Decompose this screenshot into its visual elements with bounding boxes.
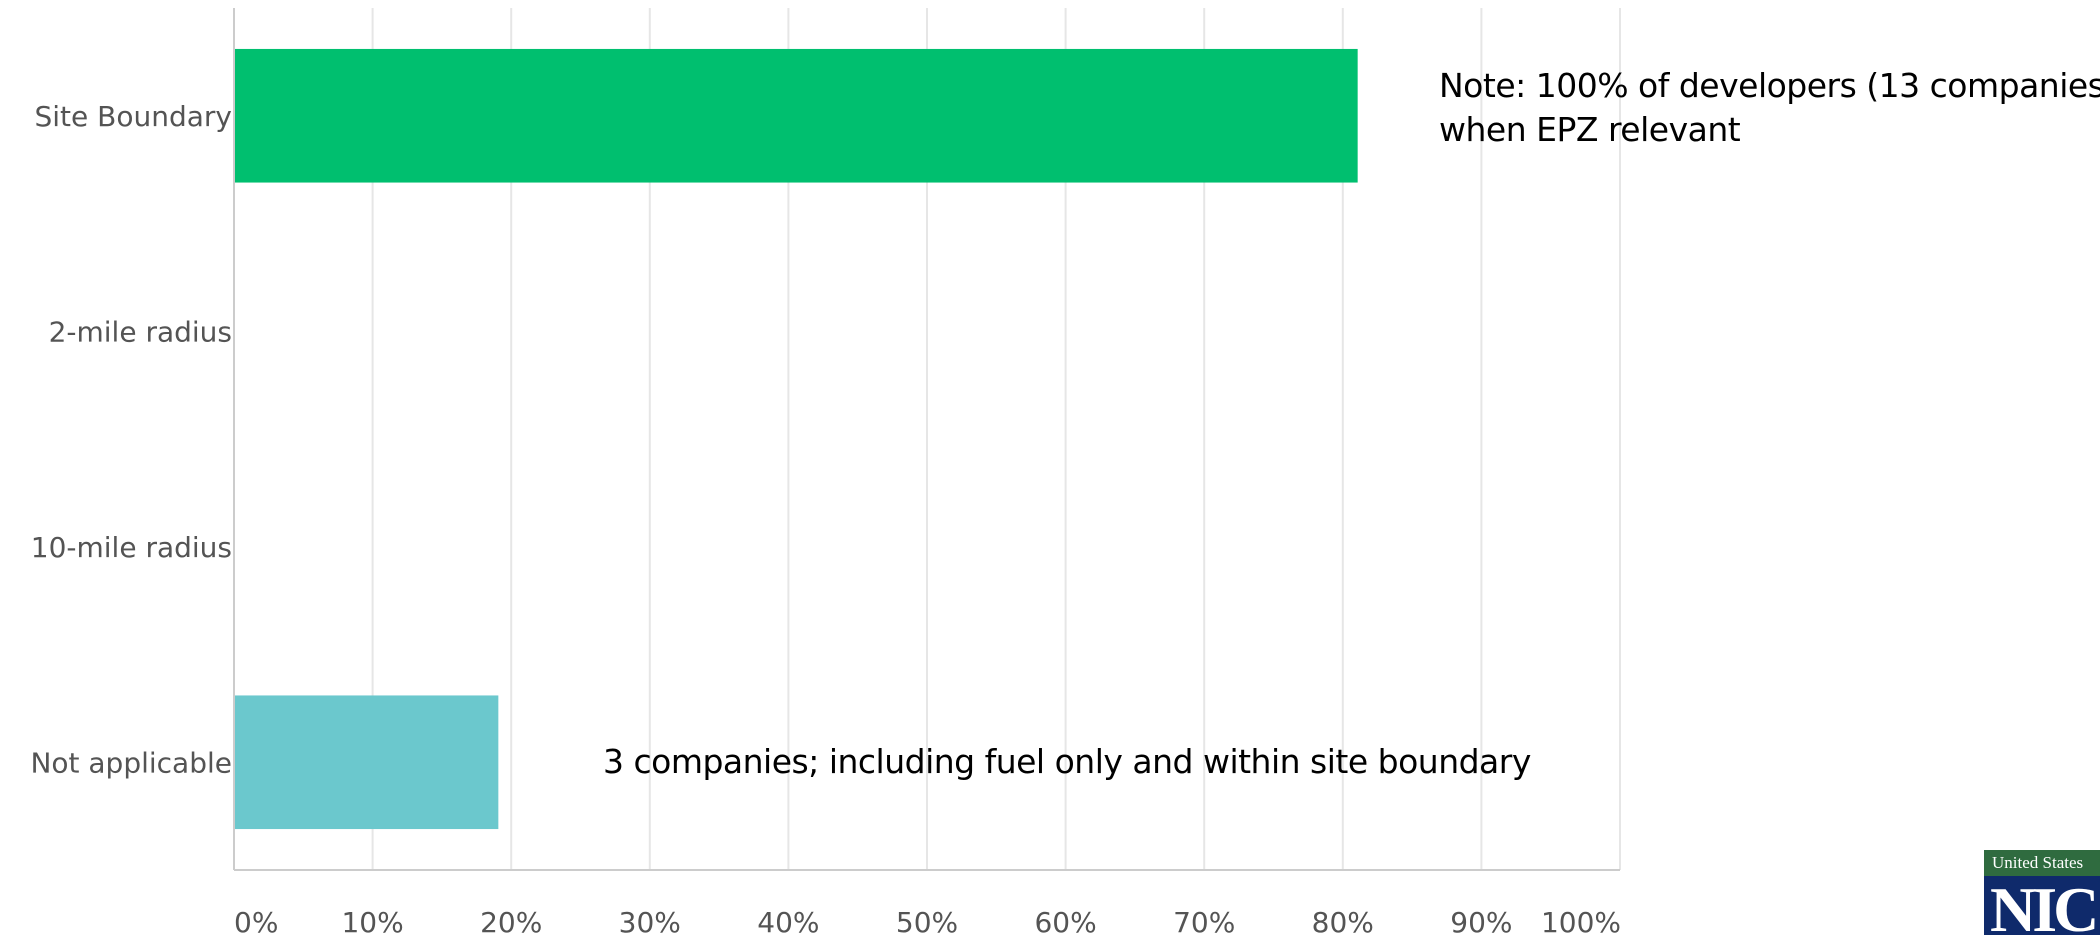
bars (235, 48, 1358, 830)
annotation-epz-note: Note: 100% of developers (13 companies) … (1439, 64, 2100, 152)
annotation-not-applicable-note: 3 companies; including fuel only and wit… (603, 740, 1531, 784)
category-labels: Site Boundary 2-mile radius 10-mile radius… (30, 100, 232, 780)
x-tick-labels: 0% 10% 20% 30% 40% 50% 60% 70% 80% 90% 100% (234, 906, 1621, 935)
annotation-epz-note-line-1: Note: 100% of developers (13 companies) (1439, 66, 2100, 105)
x-tick-label: 40% (757, 906, 819, 935)
x-tick-label: 60% (1034, 906, 1096, 935)
x-tick-label: 0% (234, 906, 278, 935)
category-label: Site Boundary (34, 100, 232, 133)
bar-site-boundary (235, 48, 1358, 183)
x-tick-label: 10% (341, 906, 403, 935)
bar-not-applicable (235, 695, 499, 830)
category-label: 2-mile radius (49, 315, 232, 348)
x-tick-label: 100% (1541, 906, 1621, 935)
x-tick-label: 30% (619, 906, 681, 935)
x-tick-label: 20% (480, 906, 542, 935)
annotation-epz-note-line-2: when EPZ relevant (1439, 110, 1741, 149)
x-tick-label: 70% (1173, 906, 1235, 935)
category-label: 10-mile radius (31, 531, 232, 564)
x-tick-label: 50% (896, 906, 958, 935)
x-tick-label: 80% (1312, 906, 1374, 935)
nrc-logo: United States NIC (1984, 850, 2100, 935)
x-tick-label: 90% (1450, 906, 1512, 935)
logo-top-text: United States (1984, 850, 2100, 876)
category-label: Not applicable (30, 746, 232, 779)
annotation-not-applicable-line-1: 3 companies; including fuel only and wit… (603, 742, 1531, 781)
logo-mark: NIC (1990, 874, 2099, 935)
